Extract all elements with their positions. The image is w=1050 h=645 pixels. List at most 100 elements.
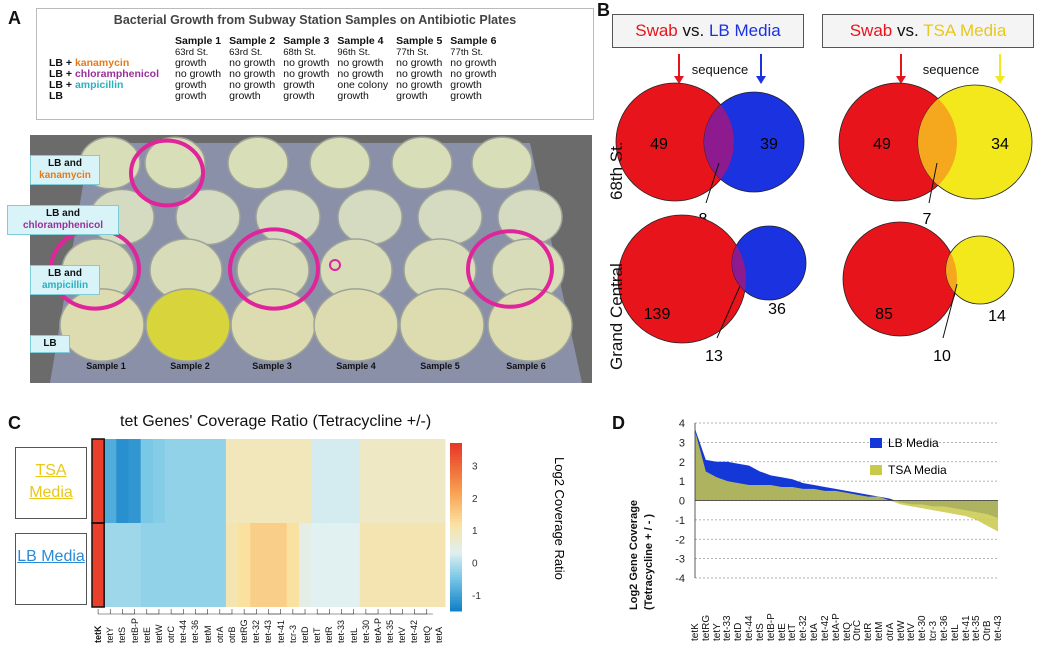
y-tick-label: -2: [675, 534, 685, 546]
heatmap-column-label: tet-44: [178, 619, 189, 643]
y-tick-label: 1: [679, 476, 685, 488]
row-prefix: LB +: [49, 57, 75, 69]
petri-dish: [471, 136, 533, 190]
heatmap-cell: [213, 439, 227, 523]
colorbar-segment: [450, 459, 462, 464]
dendrogram-branch: [292, 609, 306, 615]
tsa-media-label: TSA Media: [923, 21, 1007, 40]
colorbar-segment: [450, 487, 462, 492]
table-cell: growth: [175, 57, 207, 69]
antibiotic-name: chloramphenicol: [74, 68, 159, 80]
legend-label-tsa: TSA Media: [888, 463, 947, 477]
highlight-circle: [129, 138, 205, 208]
overlap-pointer: [716, 285, 741, 339]
table-row: LB + kanamycin growth no growth no growt…: [45, 58, 500, 69]
heatmap-column-label: tet-43: [263, 619, 274, 643]
heatmap-column-label: tet-33: [336, 619, 347, 643]
petri-dish: [59, 288, 145, 362]
venn-swab-count: 49: [873, 136, 891, 153]
heatmap-cell: [396, 439, 409, 523]
lb-media-label: LB Media: [708, 21, 781, 40]
heatmap-cell: [128, 523, 142, 607]
colorbar-tick: 1: [472, 526, 478, 537]
petri-dish: [337, 188, 403, 246]
heatmap-cell: [140, 439, 154, 523]
heatmap-column-label: tetW: [153, 624, 164, 643]
heatmap-cell: [298, 439, 312, 523]
heatmap-cell: [201, 439, 215, 523]
plate-label-line1: LB: [43, 338, 57, 349]
colorbar-segment: [450, 541, 462, 545]
heatmap-column-label: tet-32: [251, 619, 262, 643]
colorbar-segment: [450, 513, 462, 517]
heatmap-cell: [335, 523, 349, 607]
colorbar-segment: [450, 501, 462, 506]
x-tick-label: tetM: [873, 621, 885, 641]
x-tick-label: tetV: [906, 623, 918, 641]
petri-dish: [487, 288, 573, 362]
colorbar-tick: 0: [472, 559, 478, 570]
dendrogram-branch: [389, 609, 403, 615]
venn-media-count: 14: [988, 308, 1006, 325]
area-gridlines: 4 3 2 1 0 -1 -2 -3 -4: [675, 418, 998, 585]
colorbar-segment: [450, 462, 462, 466]
venn-diagrams: sequence sequence 49 39 8 49 34 7 139 36…: [615, 54, 1033, 365]
plate-label-line1: LB and: [48, 158, 82, 169]
venn-overlap: [918, 85, 957, 199]
sample-header: Sample 1: [175, 35, 222, 47]
colorbar-segment: [450, 510, 462, 514]
x-tick-label: tetS: [754, 623, 766, 641]
heatmap-dendrogram: [97, 609, 433, 615]
panel-a-letter: A: [8, 8, 21, 28]
table-cell: growth: [229, 90, 261, 102]
vs-label: vs.: [677, 21, 709, 40]
table-cell: growth: [283, 79, 315, 91]
colorbar-segment: [450, 585, 462, 590]
table-cell: no growth: [396, 57, 443, 69]
dendrogram-branch: [243, 609, 257, 615]
sample-header: Sample 3: [283, 35, 330, 47]
heatmap-cell: [323, 523, 336, 607]
heatmap-cell: [128, 439, 142, 523]
heatmap-cell: [371, 523, 385, 607]
row-label: LB + kanamycin: [45, 58, 171, 69]
colorbar-segment: [450, 549, 462, 553]
table-cell: no growth: [396, 79, 443, 91]
plate-label-line1: LB and: [48, 268, 82, 279]
heatmap-column-label: tetE: [141, 626, 152, 643]
table-row: LB growth growth growth growth growth gr…: [45, 91, 500, 102]
legend-label-lb: LB Media: [888, 436, 939, 450]
highlight-circle: [466, 229, 554, 309]
photo-sample-label: Sample 2: [170, 361, 210, 371]
heatmap-cell: [347, 439, 361, 523]
x-tick-label: tet-33: [722, 615, 734, 641]
heatmap-column-label: tet-36: [190, 619, 201, 643]
heatmap-cell: [335, 439, 349, 523]
x-tick-label: tcr-3: [928, 621, 940, 641]
heatmap-column-label: tetD: [299, 626, 310, 643]
x-tick-label: tetQ: [841, 622, 853, 641]
y-tick-label: 3: [679, 437, 685, 449]
table-cell: no growth: [450, 57, 497, 69]
heatmap-cell: [213, 523, 227, 607]
colorbar-segment: [450, 521, 462, 525]
venn-row-label-grand-central: Grand Central: [607, 263, 626, 370]
heatmap-column-label: otrC: [166, 625, 177, 643]
heatmap-cell: [359, 523, 373, 607]
panel-c-letter: C: [8, 413, 21, 433]
plate-sample-labels: Sample 1 Sample 2 Sample 3 Sample 4 Samp…: [86, 361, 546, 371]
heatmap-cell: [104, 523, 117, 607]
colorbar-segment: [450, 476, 462, 480]
petri-dish: [309, 136, 371, 190]
venn-row-label-68th: 68th St.: [607, 141, 626, 200]
sample-header: Sample 2: [229, 35, 276, 47]
colorbar-segment: [450, 529, 462, 534]
x-tick-label: tet-41: [960, 615, 972, 641]
heatmap-colorbar: 3 2 1 0 -1: [450, 443, 481, 612]
heatmap-column-label: tetS: [117, 626, 128, 643]
colorbar-segment: [450, 599, 462, 604]
x-tick-label: tetR: [863, 622, 875, 641]
y-tick-label: -1: [675, 515, 685, 527]
petri-dish: [399, 288, 485, 362]
colorbar-segment: [450, 499, 462, 503]
